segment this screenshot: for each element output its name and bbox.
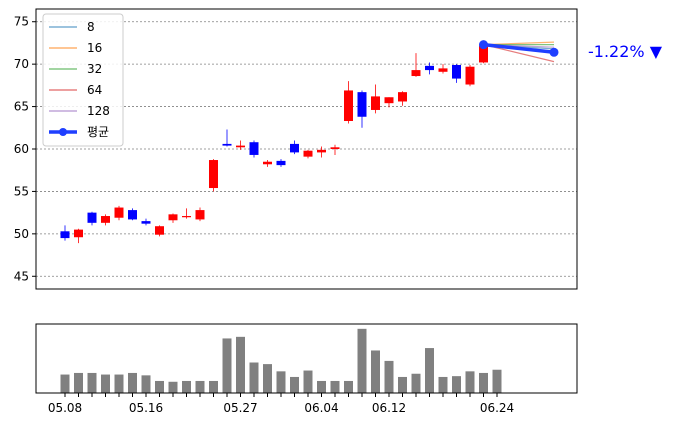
- candle-body: [276, 160, 286, 166]
- volume-bar: [384, 360, 394, 393]
- y-tick-label: 45: [14, 269, 29, 283]
- candlestick-series: [60, 41, 488, 244]
- candle-body: [330, 147, 340, 149]
- candle-body: [182, 216, 191, 218]
- candle-body: [222, 143, 232, 146]
- volume-bar: [222, 338, 232, 393]
- candle-body: [438, 68, 448, 72]
- volume-bar: [182, 380, 191, 393]
- legend-label: 64: [87, 83, 102, 97]
- volume-bar: [74, 372, 83, 393]
- volume-bar: [303, 370, 313, 393]
- volume-bar: [236, 336, 245, 393]
- candle-body: [411, 70, 421, 77]
- forecast-end-marker: [549, 47, 559, 57]
- volume-bar: [276, 371, 286, 393]
- volume-bar: [452, 376, 461, 393]
- y-tick-label: 60: [14, 142, 29, 156]
- x-tick-label: 06.04: [304, 401, 338, 415]
- legend-label: 32: [87, 62, 102, 76]
- legend-label: 16: [87, 41, 102, 55]
- legend: 8 16 32 64 128 평균: [42, 13, 124, 147]
- volume-bar: [141, 375, 151, 393]
- candle-body: [344, 90, 353, 121]
- candle-body: [357, 92, 367, 117]
- candle-body: [60, 231, 70, 239]
- volume-bar: [263, 364, 272, 393]
- volume-bar: [411, 373, 421, 393]
- candle-body: [155, 226, 164, 235]
- candle-body: [425, 65, 434, 71]
- candle-body: [384, 97, 394, 104]
- volume-bar: [101, 374, 110, 393]
- candle-body: [168, 214, 178, 221]
- y-tick-label: 55: [14, 184, 29, 198]
- volume-bar: [195, 380, 205, 393]
- candle-body: [398, 92, 407, 102]
- volume-bar: [330, 380, 340, 393]
- legend-label: 8: [87, 20, 95, 34]
- volume-bar: [371, 350, 380, 393]
- y-tick-label: 50: [14, 227, 29, 241]
- volume-bar: [344, 380, 353, 393]
- volume-bar: [128, 372, 137, 393]
- triangle-down-icon: ▼: [650, 42, 663, 61]
- y-tick-label: 65: [14, 100, 29, 114]
- candle-body: [479, 45, 488, 63]
- forecast-lines: [479, 40, 559, 63]
- x-tick-label: 06.24: [480, 401, 514, 415]
- volume-bar: [87, 372, 97, 393]
- legend-label: 평균: [87, 125, 109, 139]
- volume-bar: [465, 371, 475, 393]
- candle-body: [114, 207, 124, 218]
- candle-body: [371, 96, 380, 110]
- volume-bar: [290, 376, 299, 393]
- legend-box: [42, 13, 124, 147]
- forecast-change-label: -1.22% ▼: [588, 42, 663, 61]
- candle-body: [87, 212, 97, 223]
- volume-bar: [209, 380, 218, 393]
- legend-label: 128: [87, 104, 110, 118]
- volume-bar: [357, 328, 367, 393]
- y-tick-label: 70: [14, 57, 29, 71]
- candle-body: [128, 210, 137, 220]
- forecast-line: [483, 42, 555, 55]
- candle-body: [452, 65, 461, 79]
- volume-plot-frame: [35, 323, 578, 394]
- volume-bar: [168, 381, 178, 393]
- candle-body: [303, 150, 313, 157]
- volume-bar: [317, 380, 326, 393]
- volume-bar: [114, 374, 124, 393]
- volume-bar: [479, 372, 488, 393]
- candle-body: [141, 221, 151, 224]
- candle-body: [195, 210, 205, 220]
- volume-bar: [492, 369, 502, 393]
- candle-body: [290, 143, 299, 153]
- candle-body: [236, 145, 245, 148]
- volume-bar: [249, 362, 259, 393]
- candle-body: [263, 161, 272, 165]
- volume-bar: [398, 376, 407, 393]
- candle-body: [317, 149, 326, 153]
- candle-body: [74, 229, 83, 238]
- candle-body: [249, 142, 259, 155]
- candle-body: [209, 160, 218, 189]
- price-y-axis: 45 50 55 60 65 70 75: [14, 15, 36, 283]
- date-x-axis: 05.08 05.16 05.27 06.04 06.12 06.24: [48, 393, 514, 415]
- x-tick-label: 05.08: [48, 401, 82, 415]
- y-tick-label: 75: [14, 15, 29, 29]
- volume-bars: [60, 328, 502, 393]
- volume-bar: [155, 380, 164, 393]
- volume-bar: [438, 376, 448, 393]
- legend-marker: [59, 128, 67, 136]
- x-tick-label: 05.27: [223, 401, 257, 415]
- volume-bar: [425, 348, 434, 393]
- candle-body: [465, 66, 475, 85]
- candle-body: [101, 216, 110, 223]
- x-tick-label: 06.12: [372, 401, 406, 415]
- x-tick-label: 05.16: [129, 401, 163, 415]
- volume-bar: [60, 374, 70, 393]
- forecast-start-marker: [479, 40, 488, 50]
